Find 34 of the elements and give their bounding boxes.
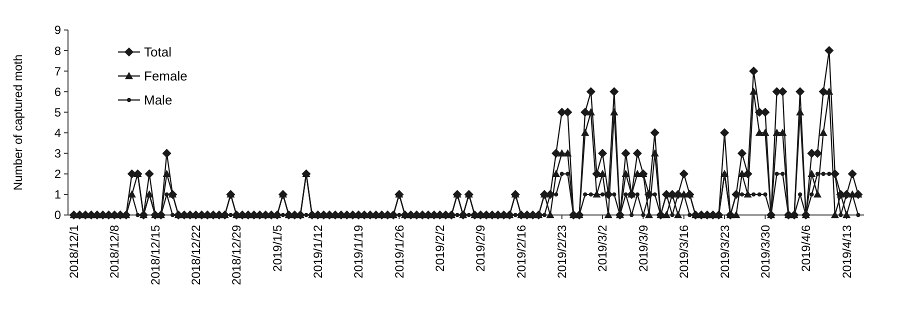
y-tick-label: 4	[54, 126, 62, 140]
x-tick-label: 2019/3/2	[596, 224, 610, 272]
x-tick-label: 2019/1/5	[270, 224, 284, 272]
legend-label: Female	[144, 68, 188, 84]
x-tick-label: 2019/2/9	[474, 224, 488, 272]
x-tick-label: 2019/2/2	[433, 224, 448, 272]
x-tick-label: 2018/12/8	[108, 224, 122, 278]
y-tick-label: 1	[54, 188, 62, 202]
y-tick-label: 3	[54, 146, 62, 161]
x-tick-label: 2019/3/30	[758, 224, 772, 278]
y-tick-label: 5	[54, 105, 62, 120]
x-tick-label: 2019/1/26	[392, 224, 406, 278]
x-tick-label: 2018/12/1	[67, 224, 82, 278]
x-tick-label: 2019/3/16	[677, 224, 692, 278]
x-tick-label: 2019/3/9	[636, 224, 650, 272]
x-tick-label: 2019/2/23	[555, 224, 570, 278]
y-tick-label: 8	[54, 44, 62, 58]
x-tick-label: 2019/3/23	[718, 224, 732, 278]
x-tick-label: 2019/1/12	[311, 224, 326, 278]
x-tick-label: 2018/12/22	[189, 224, 204, 286]
x-tick-label: 2018/12/15	[148, 224, 162, 286]
x-tick-label: 2019/4/6	[799, 224, 814, 272]
x-tick-label: 2019/2/16	[514, 224, 528, 278]
legend-label: Total	[144, 44, 172, 60]
y-tick-label: 9	[54, 23, 62, 38]
y-tick-label: 7	[54, 64, 62, 78]
x-tick-label: 2018/12/29	[230, 224, 244, 286]
y-tick-label: 0	[54, 208, 62, 222]
x-tick-label: 2019/4/13	[840, 224, 854, 278]
y-tick-label: 2	[54, 167, 62, 182]
y-tick-label: 6	[54, 84, 62, 99]
x-tick-label: 2019/1/19	[352, 224, 366, 278]
legend-label: Male	[144, 92, 172, 108]
y-axis-title: Number of captured moth	[11, 54, 25, 191]
